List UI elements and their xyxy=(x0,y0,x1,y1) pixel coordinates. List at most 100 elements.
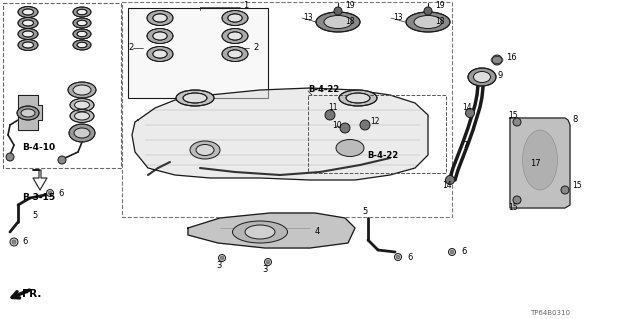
Circle shape xyxy=(264,258,271,265)
Text: 14: 14 xyxy=(462,103,472,113)
Circle shape xyxy=(449,249,456,256)
Ellipse shape xyxy=(190,141,220,159)
Ellipse shape xyxy=(222,47,248,62)
Text: 13: 13 xyxy=(303,13,312,23)
Polygon shape xyxy=(18,95,42,130)
Circle shape xyxy=(220,256,224,260)
Ellipse shape xyxy=(222,28,248,43)
Text: 6: 6 xyxy=(461,248,467,256)
Circle shape xyxy=(218,255,225,262)
Ellipse shape xyxy=(222,11,248,26)
Text: 7: 7 xyxy=(462,140,467,150)
Ellipse shape xyxy=(18,40,38,50)
Ellipse shape xyxy=(414,16,442,28)
Ellipse shape xyxy=(73,29,91,39)
Ellipse shape xyxy=(22,9,33,15)
Circle shape xyxy=(340,123,350,133)
Polygon shape xyxy=(33,170,47,190)
Text: 19: 19 xyxy=(435,1,445,10)
Ellipse shape xyxy=(22,42,33,48)
Ellipse shape xyxy=(324,16,352,28)
Circle shape xyxy=(513,196,521,204)
Ellipse shape xyxy=(22,20,33,26)
Text: 2: 2 xyxy=(128,43,133,53)
Ellipse shape xyxy=(228,14,242,22)
Text: 3: 3 xyxy=(262,265,268,275)
Ellipse shape xyxy=(176,90,214,106)
Ellipse shape xyxy=(196,145,214,155)
Circle shape xyxy=(513,118,521,126)
Text: 9: 9 xyxy=(498,70,503,79)
Ellipse shape xyxy=(70,109,94,122)
Circle shape xyxy=(12,240,16,244)
Text: 15: 15 xyxy=(508,110,518,120)
Ellipse shape xyxy=(73,85,91,95)
Polygon shape xyxy=(510,118,570,208)
Ellipse shape xyxy=(77,9,87,15)
Circle shape xyxy=(561,186,569,194)
Polygon shape xyxy=(132,88,428,180)
Text: 3: 3 xyxy=(216,262,221,271)
Ellipse shape xyxy=(147,11,173,26)
Text: 12: 12 xyxy=(370,117,380,127)
Circle shape xyxy=(424,7,432,15)
Text: 10: 10 xyxy=(332,121,342,130)
Text: 18: 18 xyxy=(345,18,355,26)
Ellipse shape xyxy=(21,109,35,117)
Circle shape xyxy=(58,156,66,164)
Ellipse shape xyxy=(70,99,94,112)
Ellipse shape xyxy=(153,50,167,58)
Circle shape xyxy=(47,189,54,197)
Polygon shape xyxy=(188,213,355,248)
Ellipse shape xyxy=(468,68,496,86)
Ellipse shape xyxy=(522,130,557,190)
Ellipse shape xyxy=(77,42,87,48)
Ellipse shape xyxy=(228,50,242,58)
Text: 15: 15 xyxy=(508,203,518,211)
Text: 18: 18 xyxy=(435,18,445,26)
Ellipse shape xyxy=(147,47,173,62)
Text: TP64B0310: TP64B0310 xyxy=(530,310,570,316)
Ellipse shape xyxy=(406,12,450,32)
Bar xyxy=(122,2,452,217)
Text: B-3-15: B-3-15 xyxy=(22,192,55,202)
Ellipse shape xyxy=(74,128,90,138)
Circle shape xyxy=(451,250,454,254)
Circle shape xyxy=(396,255,400,259)
Text: 14: 14 xyxy=(442,182,452,190)
Circle shape xyxy=(48,191,52,195)
Text: 5: 5 xyxy=(32,211,37,219)
Text: 13: 13 xyxy=(393,13,403,23)
Circle shape xyxy=(394,254,401,261)
Circle shape xyxy=(266,260,269,264)
Ellipse shape xyxy=(228,32,242,40)
Ellipse shape xyxy=(147,28,173,43)
Text: 17: 17 xyxy=(530,159,541,167)
Ellipse shape xyxy=(22,31,33,37)
Ellipse shape xyxy=(69,124,95,142)
Circle shape xyxy=(492,55,502,65)
Bar xyxy=(128,8,268,98)
Ellipse shape xyxy=(74,112,90,120)
Text: 6: 6 xyxy=(22,238,28,247)
Ellipse shape xyxy=(316,12,360,32)
Ellipse shape xyxy=(18,18,38,28)
Text: 6: 6 xyxy=(407,253,412,262)
Ellipse shape xyxy=(232,221,287,243)
Text: 19: 19 xyxy=(345,1,355,10)
Text: 16: 16 xyxy=(506,54,516,63)
Circle shape xyxy=(6,153,14,161)
Ellipse shape xyxy=(474,71,490,83)
Text: 5: 5 xyxy=(362,207,367,217)
Circle shape xyxy=(360,120,370,130)
Text: 1: 1 xyxy=(243,1,248,10)
Circle shape xyxy=(465,108,474,117)
Ellipse shape xyxy=(77,31,87,37)
Text: 8: 8 xyxy=(572,115,577,124)
Circle shape xyxy=(334,7,342,15)
Ellipse shape xyxy=(346,93,370,103)
Ellipse shape xyxy=(336,139,364,157)
Text: B-4-22: B-4-22 xyxy=(367,151,398,160)
Text: 4: 4 xyxy=(315,227,320,236)
Ellipse shape xyxy=(153,14,167,22)
